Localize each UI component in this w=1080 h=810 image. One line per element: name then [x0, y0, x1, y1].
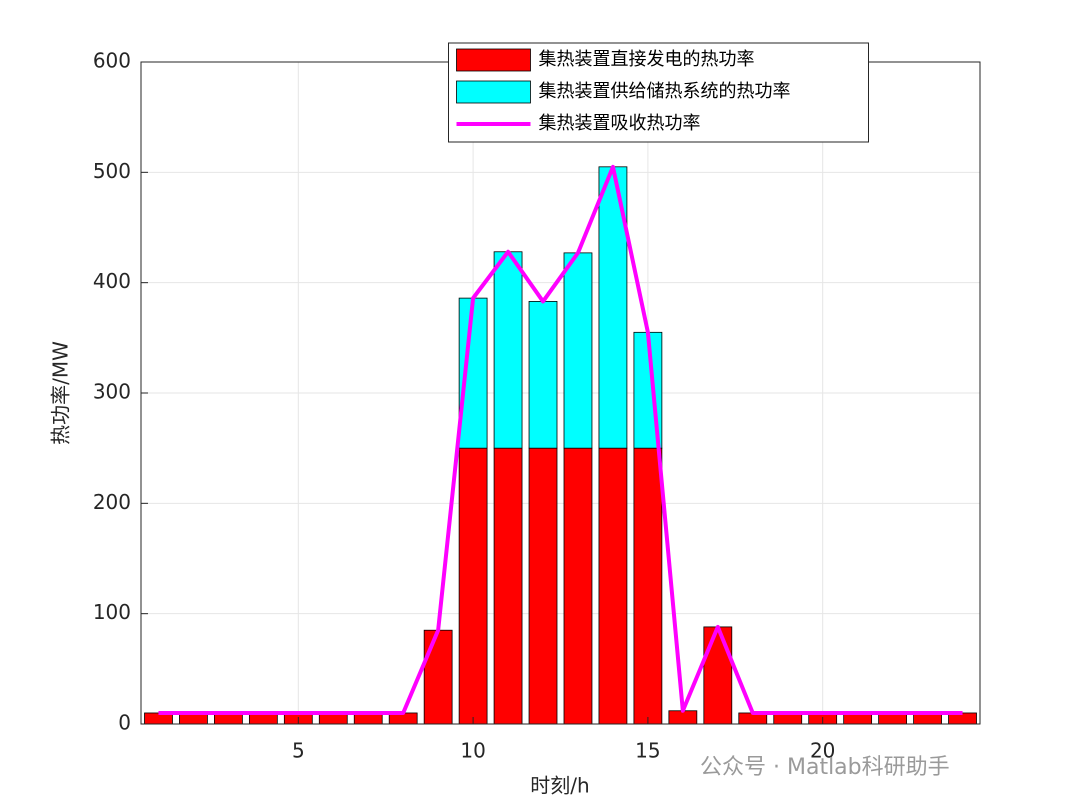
y-tick-label: 500 — [93, 159, 131, 183]
bar-segment — [458, 447, 488, 725]
bar-segment — [598, 447, 628, 725]
line — [158, 164, 963, 715]
bar-segment — [493, 251, 523, 449]
y-tick-label: 0 — [118, 711, 131, 735]
y-tick-label: 100 — [93, 600, 131, 624]
y-axis-label: 热功率/MW — [49, 341, 73, 445]
bar-segment — [703, 626, 733, 725]
legend-swatch — [456, 80, 531, 104]
bar-segment — [528, 301, 558, 449]
ticks: 0 100 200 300 400 500 600 5 10 15 20 — [93, 49, 836, 763]
x-axis-label: 时刻/h — [530, 774, 589, 798]
legend-label: 集热装置吸收热功率 — [539, 113, 701, 134]
bar-segment — [423, 629, 453, 725]
y-tick-label: 300 — [93, 380, 131, 404]
x-tick-label: 5 — [292, 739, 305, 763]
y-tick-label: 600 — [93, 49, 131, 73]
marks — [144, 164, 977, 725]
y-tick-label: 400 — [93, 269, 131, 293]
legend-label: 集热装置直接发电的热功率 — [539, 49, 755, 70]
bar-segment — [563, 447, 593, 725]
bar-segment — [528, 447, 558, 725]
watermark: 公众号 · Matlab科研助手 — [700, 755, 950, 780]
grid — [141, 61, 980, 725]
x-tick-label: 10 — [460, 739, 485, 763]
bar-segment — [493, 447, 523, 725]
y-tick-label: 200 — [93, 490, 131, 514]
bar-segment — [563, 252, 593, 449]
legend-swatch — [456, 48, 531, 72]
bar-segment — [633, 447, 663, 725]
x-tick-label: 20 — [810, 739, 835, 763]
legend-label: 集热装置供给储热系统的热功率 — [539, 81, 791, 102]
x-tick-label: 15 — [635, 739, 660, 763]
